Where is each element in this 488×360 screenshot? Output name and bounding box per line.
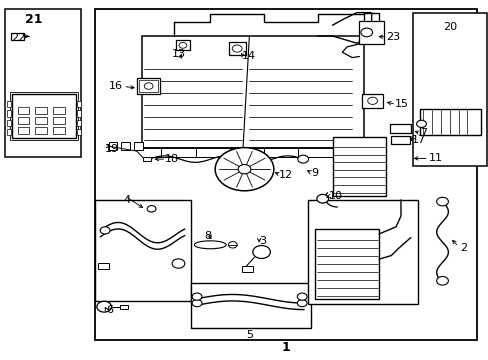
Circle shape: [316, 194, 328, 203]
Bar: [95, 9, 476, 340]
Text: 12: 12: [278, 170, 292, 180]
Bar: [139, 80, 158, 92]
Bar: [35, 107, 47, 114]
Circle shape: [367, 97, 377, 104]
Circle shape: [238, 165, 250, 174]
Bar: [142, 36, 364, 148]
Bar: [389, 124, 410, 133]
Text: 8: 8: [204, 231, 211, 241]
Bar: [77, 110, 81, 117]
Bar: [12, 94, 76, 138]
Ellipse shape: [194, 241, 225, 249]
Text: 21: 21: [24, 13, 42, 26]
Circle shape: [297, 155, 308, 163]
Circle shape: [228, 242, 237, 248]
Bar: [7, 110, 11, 117]
Bar: [307, 200, 417, 304]
Circle shape: [416, 120, 426, 127]
Bar: [361, 94, 383, 108]
Bar: [7, 101, 11, 107]
Bar: [228, 42, 245, 55]
Circle shape: [192, 300, 202, 307]
Bar: [77, 129, 81, 135]
Text: 2: 2: [459, 243, 466, 253]
Bar: [53, 127, 64, 134]
Bar: [142, 157, 150, 161]
Text: 19: 19: [105, 144, 119, 154]
Bar: [53, 117, 64, 124]
Circle shape: [215, 148, 273, 191]
Bar: [315, 229, 378, 299]
Circle shape: [232, 45, 242, 52]
Text: 6: 6: [106, 305, 113, 315]
Bar: [108, 142, 117, 150]
Circle shape: [436, 276, 447, 285]
Circle shape: [297, 300, 306, 307]
Text: 16: 16: [109, 81, 123, 91]
Bar: [35, 117, 47, 124]
Bar: [98, 263, 108, 269]
Text: 9: 9: [310, 168, 318, 178]
Circle shape: [252, 246, 270, 258]
Circle shape: [436, 197, 447, 206]
Text: 22: 22: [11, 33, 25, 43]
Circle shape: [192, 293, 202, 300]
Text: 10: 10: [328, 191, 342, 201]
Text: 3: 3: [259, 236, 265, 246]
Text: 11: 11: [428, 153, 442, 163]
Bar: [419, 109, 480, 135]
Bar: [18, 107, 29, 114]
Bar: [412, 13, 486, 166]
Bar: [18, 127, 29, 134]
Text: 1: 1: [281, 341, 290, 354]
Circle shape: [360, 28, 372, 37]
Bar: [35, 127, 47, 134]
Circle shape: [144, 83, 153, 89]
Text: 7: 7: [420, 128, 427, 138]
Bar: [359, 21, 383, 44]
Bar: [7, 129, 11, 135]
Circle shape: [147, 206, 156, 212]
Bar: [332, 137, 386, 196]
Text: 5: 5: [245, 330, 252, 340]
Bar: [190, 283, 310, 328]
Circle shape: [100, 227, 110, 234]
Bar: [53, 107, 64, 114]
Circle shape: [297, 293, 306, 300]
Bar: [390, 136, 409, 144]
Text: 4: 4: [123, 195, 130, 205]
Bar: [77, 120, 81, 126]
Bar: [137, 78, 160, 94]
Bar: [121, 142, 130, 150]
Bar: [120, 305, 127, 309]
Bar: [134, 142, 142, 150]
Bar: [176, 40, 189, 50]
Text: 20: 20: [442, 22, 456, 32]
Bar: [7, 120, 11, 126]
Text: 13: 13: [172, 49, 185, 59]
Bar: [11, 33, 24, 40]
Text: 18: 18: [164, 154, 179, 164]
Circle shape: [97, 301, 111, 312]
Bar: [18, 117, 29, 124]
Bar: [10, 92, 78, 140]
Text: 17: 17: [411, 135, 426, 145]
Text: 14: 14: [241, 51, 255, 61]
Circle shape: [179, 42, 186, 48]
Text: 23: 23: [386, 32, 400, 42]
Circle shape: [172, 259, 184, 268]
Text: 15: 15: [394, 99, 408, 109]
Bar: [95, 200, 190, 301]
Bar: [242, 266, 252, 272]
Bar: [5, 9, 81, 157]
Bar: [77, 101, 81, 107]
